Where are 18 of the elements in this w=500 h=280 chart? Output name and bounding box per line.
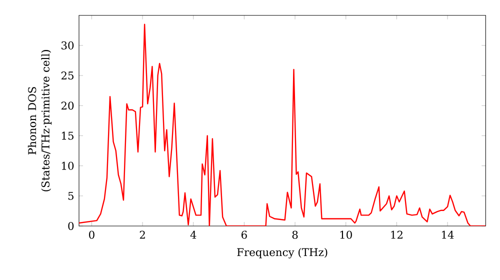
- x-tick-label: 6: [242, 230, 247, 239]
- x-tick-label: 12: [391, 230, 402, 239]
- x-tick-label: 14: [442, 230, 454, 239]
- line-series: [79, 24, 486, 226]
- x-tick-label: 2: [140, 230, 145, 239]
- y-tick-label: 30: [62, 41, 74, 50]
- x-tick-label: 8: [292, 230, 298, 239]
- y-axis-title: Phonon DOS (States/THz·primitive cell): [28, 50, 52, 192]
- y-tick-label: 5: [68, 192, 74, 200]
- y-tick-label: 0: [68, 222, 74, 230]
- x-tick-label: 0: [89, 230, 94, 239]
- x-tick-label: 10: [340, 230, 352, 239]
- x-axis-title: Frequency (THz): [237, 248, 328, 258]
- y-tick-label: 15: [62, 132, 74, 140]
- x-tick-label: 4: [190, 230, 196, 239]
- y-tick-label: 10: [62, 162, 74, 170]
- y-tick-label: 20: [61, 102, 74, 110]
- y-tick-label: 25: [61, 71, 74, 80]
